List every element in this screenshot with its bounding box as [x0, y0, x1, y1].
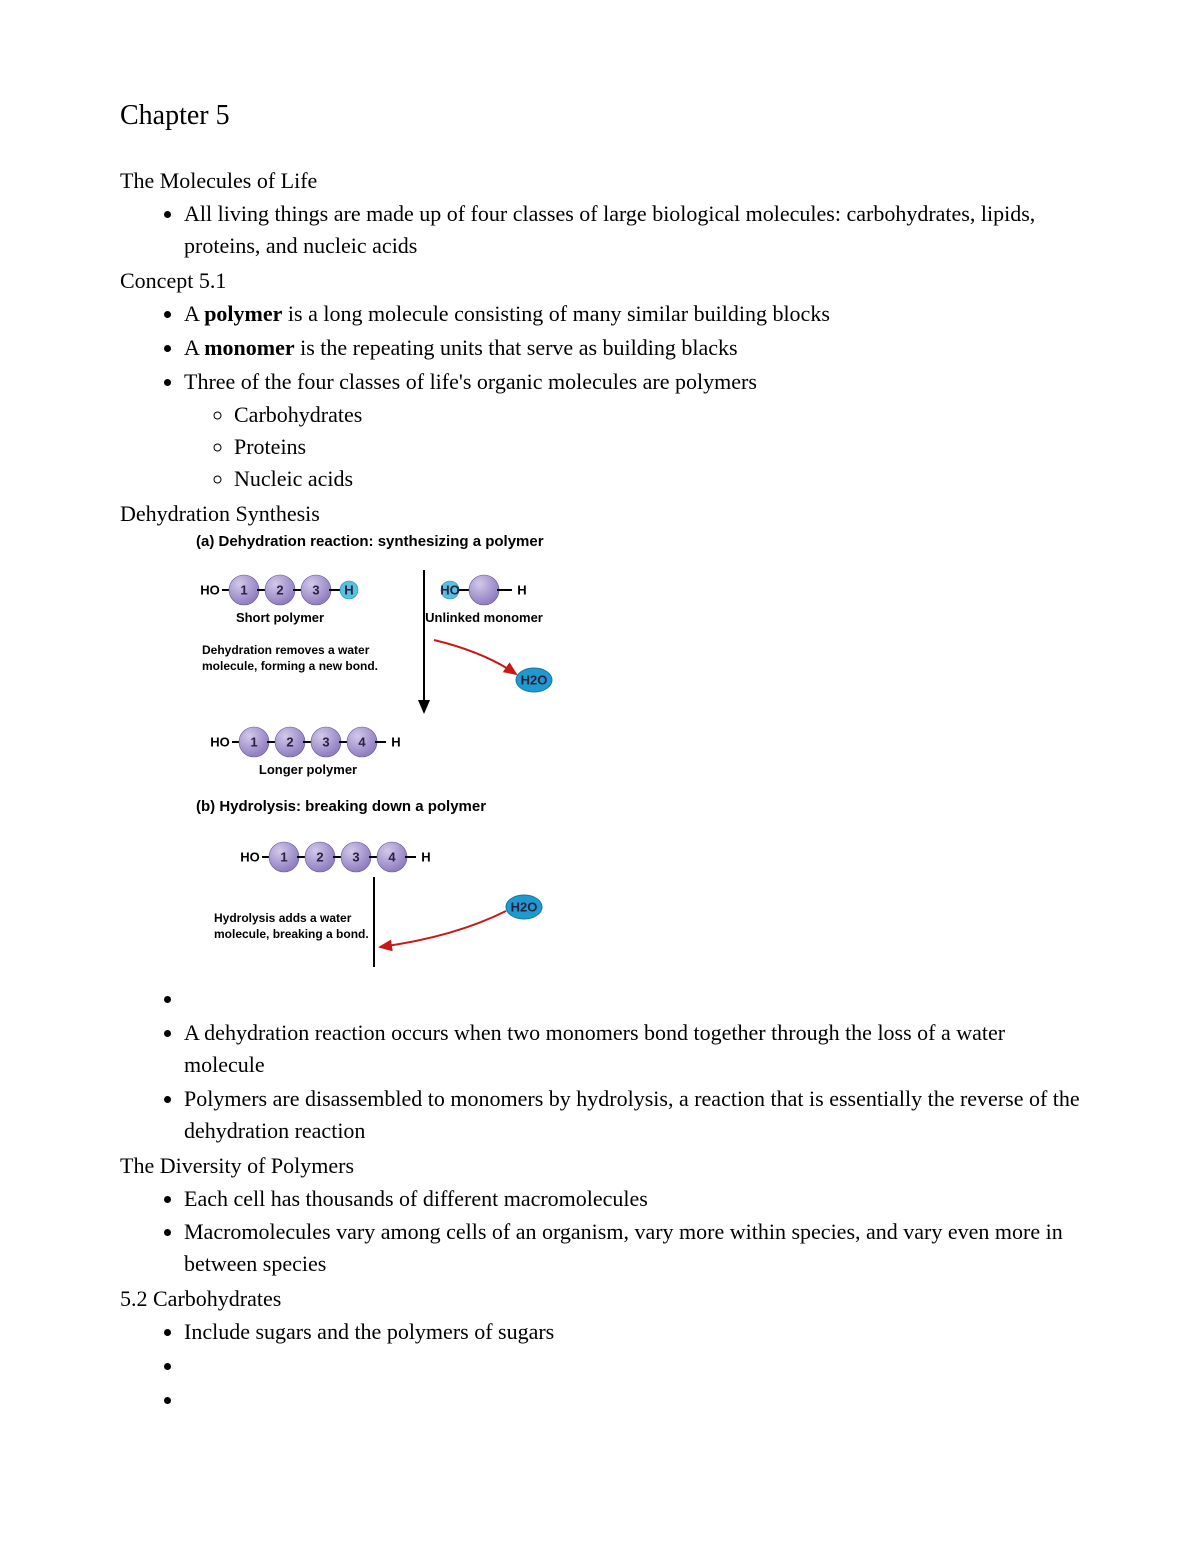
diagram-a-title: (a) Dehydration reaction: synthesizing a… [196, 533, 1080, 550]
svg-text:3: 3 [312, 583, 319, 598]
list-item-empty [184, 1384, 1080, 1416]
list-item: Each cell has thousands of different mac… [184, 1183, 1080, 1215]
diagram-b-title: (b) Hydrolysis: breaking down a polymer [196, 798, 1080, 815]
list-molecules: All living things are made up of four cl… [120, 198, 1080, 262]
chapter-title: Chapter 5 [120, 100, 1080, 132]
svg-text:3: 3 [352, 850, 359, 865]
svg-text:molecule, forming a new bond.: molecule, forming a new bond. [202, 659, 378, 673]
text: A [184, 301, 204, 326]
text: A [184, 335, 204, 360]
svg-text:H2O: H2O [521, 673, 548, 688]
svg-text:3: 3 [322, 735, 329, 750]
svg-text:H: H [517, 583, 526, 598]
svg-text:Hydrolysis adds a water: Hydrolysis adds a water [214, 911, 352, 925]
svg-text:4: 4 [388, 850, 396, 865]
list-item: All living things are made up of four cl… [184, 198, 1080, 262]
list-diversity: Each cell has thousands of different mac… [120, 1183, 1080, 1281]
diagram-hydrolysis: (b) Hydrolysis: breaking down a polymer … [184, 798, 1080, 977]
svg-text:Short polymer: Short polymer [236, 610, 324, 625]
list-item: A polymer is a long molecule consisting … [184, 298, 1080, 330]
diagram-dehydration: (a) Dehydration reaction: synthesizing a… [184, 533, 1080, 792]
sublist-polymers: Carbohydrates Proteins Nucleic acids [184, 399, 1080, 495]
list-item: Carbohydrates [234, 399, 1080, 431]
svg-text:HO: HO [210, 735, 230, 750]
list-item: Include sugars and the polymers of sugar… [184, 1316, 1080, 1348]
svg-text:HO: HO [440, 583, 460, 598]
svg-text:Unlinked monomer: Unlinked monomer [425, 610, 543, 625]
list-carbs: Include sugars and the polymers of sugar… [120, 1316, 1080, 1416]
list-item-empty [184, 1350, 1080, 1382]
svg-text:H2O: H2O [511, 900, 538, 915]
text: is the repeating units that serve as bui… [295, 335, 738, 360]
section-dehydration-synthesis: Dehydration Synthesis [120, 501, 1080, 527]
svg-text:2: 2 [286, 735, 293, 750]
svg-text:1: 1 [240, 583, 247, 598]
svg-text:2: 2 [316, 850, 323, 865]
svg-text:HO: HO [240, 850, 260, 865]
svg-text:1: 1 [280, 850, 287, 865]
diagram-b-svg: HO 1 2 3 4 H Hydrolysis adds a water molecule, … [184, 827, 654, 977]
list-item: Polymers are disassembled to monomers by… [184, 1083, 1080, 1147]
list-item: A dehydration reaction occurs when two m… [184, 1017, 1080, 1081]
section-diversity-polymers: The Diversity of Polymers [120, 1153, 1080, 1179]
svg-text:molecule, breaking a bond.: molecule, breaking a bond. [214, 927, 369, 941]
list-item: Nucleic acids [234, 463, 1080, 495]
svg-text:1: 1 [250, 735, 257, 750]
section-molecules-of-life: The Molecules of Life [120, 168, 1080, 194]
document-page: Chapter 5 The Molecules of Life All livi… [0, 0, 1200, 1553]
list-concept51: A polymer is a long molecule consisting … [120, 298, 1080, 495]
svg-text:Dehydration removes a water: Dehydration removes a water [202, 643, 370, 657]
svg-text:Longer polymer: Longer polymer [259, 762, 357, 777]
section-concept-5-1: Concept 5.1 [120, 268, 1080, 294]
svg-text:2: 2 [276, 583, 283, 598]
svg-text:H: H [344, 583, 353, 598]
svg-text:H: H [391, 735, 400, 750]
svg-text:HO: HO [200, 583, 220, 598]
svg-text:4: 4 [358, 735, 366, 750]
list-item: A monomer is the repeating units that se… [184, 332, 1080, 364]
section-carbohydrates: 5.2 Carbohydrates [120, 1286, 1080, 1312]
list-dehydration-notes: A dehydration reaction occurs when two m… [120, 983, 1080, 1146]
list-item: Macromolecules vary among cells of an or… [184, 1216, 1080, 1280]
bold-term-polymer: polymer [204, 301, 282, 326]
diagram-a-svg: HO 1 2 3 H Short polymer HO H Unlinked monomer De… [184, 562, 654, 792]
list-item: Three of the four classes of life's orga… [184, 366, 1080, 398]
bold-term-monomer: monomer [204, 335, 294, 360]
list-item-empty [184, 983, 1080, 1015]
svg-text:H: H [421, 850, 430, 865]
list-item: Proteins [234, 431, 1080, 463]
text: is a long molecule consisting of many si… [282, 301, 830, 326]
